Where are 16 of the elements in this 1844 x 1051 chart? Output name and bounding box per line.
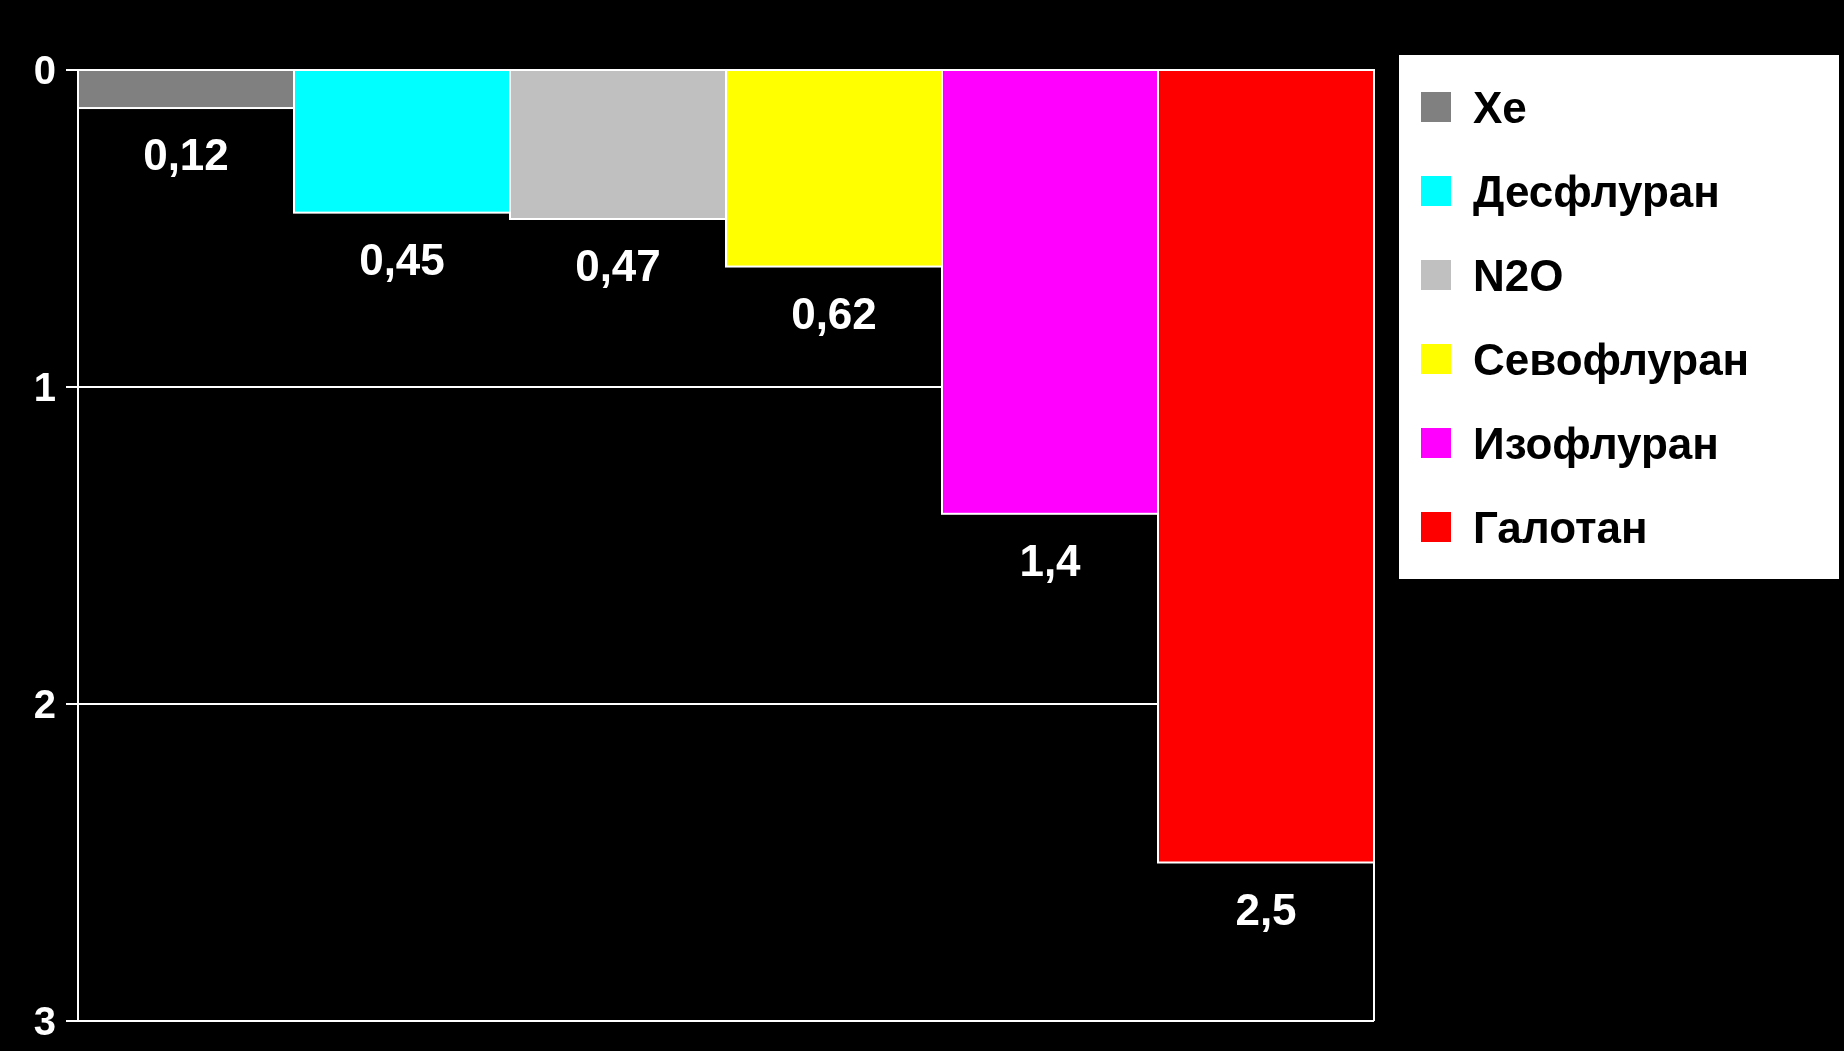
data-label: 2,5: [1235, 884, 1297, 934]
legend-label: N2O: [1473, 250, 1564, 300]
legend-label: Севофлуран: [1473, 334, 1750, 384]
legend-label: Галотан: [1473, 502, 1648, 552]
legend-label: Изофлуран: [1473, 418, 1719, 468]
data-label: 1,4: [1019, 535, 1082, 585]
data-label: 0,12: [143, 130, 229, 180]
y-tick-label: 2: [33, 682, 56, 726]
legend-label: Xe: [1473, 82, 1527, 132]
y-tick-label: 0: [33, 48, 56, 92]
data-label: 0,47: [575, 240, 661, 290]
y-tick-label: 3: [33, 999, 56, 1043]
legend-label: Десфлуран: [1473, 166, 1720, 216]
data-label: 0,45: [359, 234, 445, 284]
data-label: 0,62: [791, 288, 877, 338]
y-tick-label: 1: [33, 365, 56, 409]
